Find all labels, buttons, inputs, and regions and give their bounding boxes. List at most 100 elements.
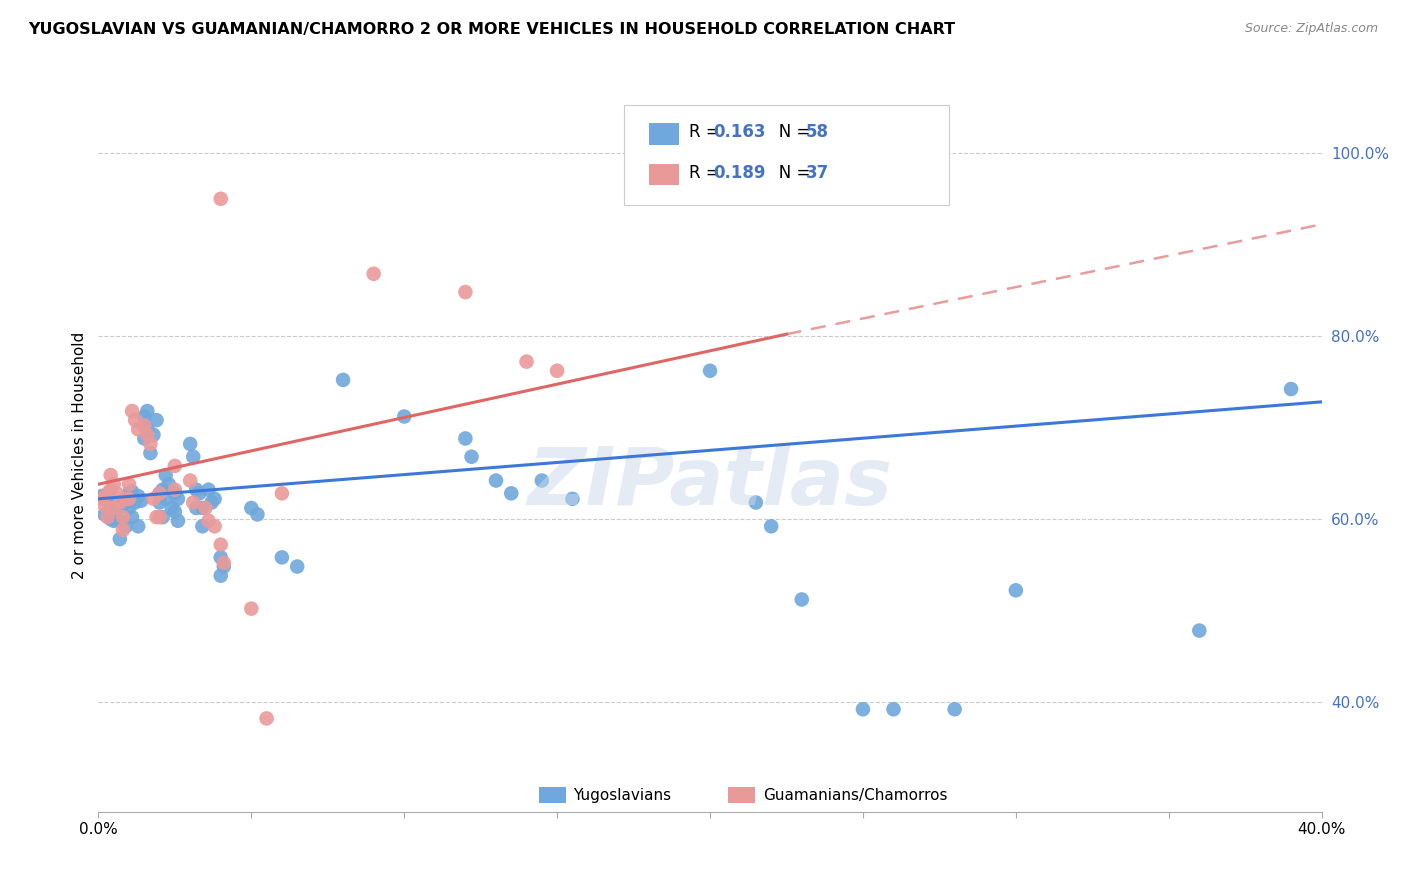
Point: [209, 568, 232, 582]
Point: [155, 491, 177, 506]
Point: [127, 489, 149, 503]
Text: 58: 58: [806, 123, 828, 141]
Point: [160, 500, 183, 515]
Point: [118, 491, 141, 506]
Text: 0.189: 0.189: [714, 164, 766, 182]
Point: [1188, 624, 1211, 638]
FancyBboxPatch shape: [624, 105, 949, 205]
Point: [332, 373, 354, 387]
Point: [501, 486, 523, 500]
Point: [127, 519, 149, 533]
Point: [100, 483, 122, 497]
Point: [111, 498, 134, 512]
Point: [186, 483, 208, 497]
Point: [363, 267, 385, 281]
Point: [167, 491, 190, 506]
FancyBboxPatch shape: [728, 788, 755, 803]
Point: [115, 519, 138, 533]
Point: [167, 514, 190, 528]
Point: [145, 510, 167, 524]
Point: [516, 354, 538, 368]
Point: [105, 503, 128, 517]
Point: [204, 519, 226, 533]
Point: [145, 413, 167, 427]
Point: [93, 498, 115, 512]
Point: [179, 474, 201, 488]
Point: [943, 702, 966, 716]
Point: [90, 491, 112, 506]
Point: [103, 477, 125, 491]
Text: 0.163: 0.163: [714, 123, 766, 141]
Point: [121, 484, 143, 499]
Point: [115, 491, 138, 506]
Point: [204, 491, 226, 506]
Point: [111, 510, 134, 524]
Point: [142, 427, 165, 442]
Point: [134, 418, 156, 433]
Point: [246, 508, 269, 522]
Point: [197, 514, 219, 528]
Point: [152, 483, 174, 497]
Point: [118, 500, 141, 515]
Point: [139, 446, 162, 460]
Point: [194, 500, 217, 515]
Point: [485, 474, 508, 488]
Point: [149, 510, 172, 524]
Point: [129, 493, 152, 508]
Point: [155, 468, 177, 483]
Point: [191, 519, 214, 533]
Point: [118, 486, 141, 500]
Point: [392, 409, 416, 424]
Point: [103, 514, 125, 528]
Point: [108, 532, 131, 546]
Point: [111, 523, 134, 537]
FancyBboxPatch shape: [648, 123, 679, 145]
Point: [93, 508, 115, 522]
Point: [240, 601, 263, 615]
Point: [163, 505, 186, 519]
Point: [136, 404, 159, 418]
Point: [149, 486, 172, 500]
Text: N =: N =: [762, 164, 815, 182]
Point: [136, 427, 159, 442]
Point: [191, 500, 214, 515]
Point: [759, 519, 782, 533]
Point: [699, 364, 721, 378]
Point: [115, 495, 138, 509]
Point: [188, 486, 211, 500]
Point: [745, 495, 768, 509]
Point: [108, 495, 131, 509]
Point: [105, 486, 128, 500]
Point: [561, 491, 583, 506]
Point: [179, 437, 201, 451]
Point: [852, 702, 875, 716]
Point: [149, 486, 172, 500]
Point: [134, 432, 156, 446]
Point: [790, 592, 813, 607]
Point: [136, 422, 159, 436]
FancyBboxPatch shape: [538, 788, 565, 803]
Point: [209, 192, 232, 206]
Text: Yugoslavians: Yugoslavians: [574, 788, 671, 803]
Point: [546, 364, 568, 378]
Point: [270, 550, 292, 565]
Point: [460, 450, 482, 464]
Point: [285, 559, 308, 574]
Point: [883, 702, 905, 716]
Point: [121, 510, 143, 524]
Point: [270, 486, 292, 500]
Point: [97, 493, 120, 508]
Point: [103, 500, 125, 515]
Point: [142, 491, 165, 506]
Point: [121, 404, 143, 418]
Point: [100, 468, 122, 483]
Text: N =: N =: [762, 123, 815, 141]
Text: Source: ZipAtlas.com: Source: ZipAtlas.com: [1244, 22, 1378, 36]
Text: YUGOSLAVIAN VS GUAMANIAN/CHAMORRO 2 OR MORE VEHICLES IN HOUSEHOLD CORRELATION CH: YUGOSLAVIAN VS GUAMANIAN/CHAMORRO 2 OR M…: [28, 22, 955, 37]
Point: [186, 500, 208, 515]
Point: [118, 477, 141, 491]
FancyBboxPatch shape: [648, 164, 679, 186]
Point: [454, 432, 477, 446]
Point: [209, 550, 232, 565]
Point: [209, 538, 232, 552]
